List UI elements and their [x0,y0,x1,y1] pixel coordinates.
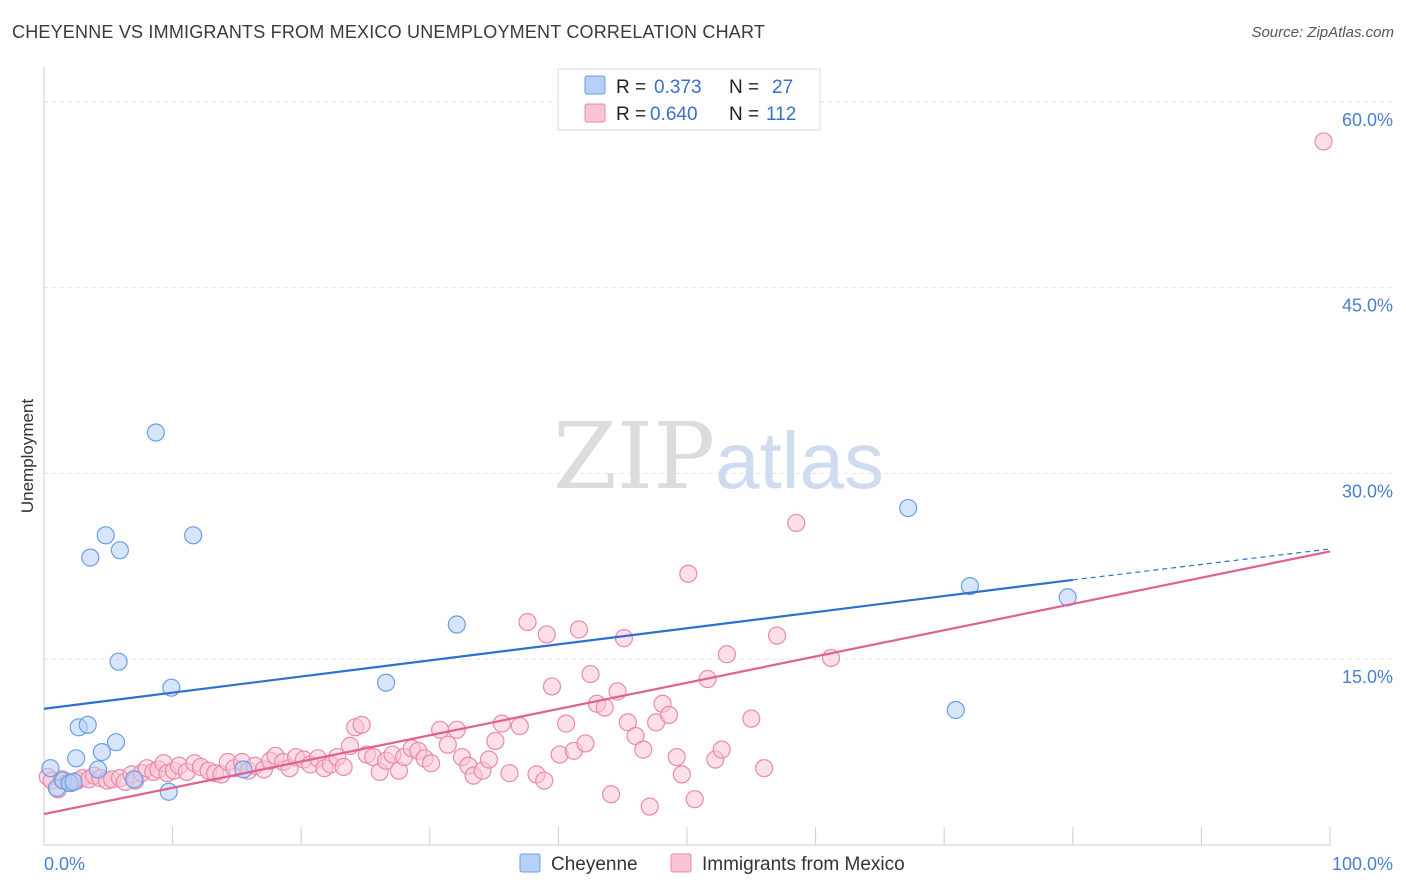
point-mexico [787,513,806,533]
x-tick-label: 100.0% [1332,854,1393,874]
point-mexico [537,625,556,644]
point-mexico [742,709,761,728]
bottom-legend-swatch-mexico [670,853,692,873]
legend-n-label: N = [729,77,759,98]
point-cheyenne [960,577,980,596]
axes [43,67,1331,846]
point-cheyenne [78,715,97,734]
point-mexico [679,564,698,583]
point-cheyenne [92,742,111,762]
trend-line-cheyenne [43,578,1073,710]
point-cheyenne [110,541,129,560]
point-cheyenne [88,760,108,779]
point-mexico [626,726,645,746]
point-cheyenne [96,526,115,545]
point-mexico [659,705,679,725]
chart-title: CHEYENNE VS IMMIGRANTS FROM MEXICO UNEMP… [12,22,766,42]
series-cheyenne [41,423,1077,801]
point-mexico [486,731,505,751]
point-mexico [518,612,537,632]
point-mexico [576,734,595,753]
point-cheyenne [447,615,466,634]
legend-swatch-mexico [584,103,606,123]
point-mexico [602,785,621,804]
trend-lines [43,548,1331,816]
point-mexico [421,754,441,773]
point-mexico [492,714,511,733]
point-mexico [438,735,457,754]
watermark-zip: ZIP [553,403,715,510]
y-tick-label: 45.0% [1342,296,1393,316]
trend-line-cheyenne-extension [1072,548,1331,581]
source-label: Source: ZipAtlas.com [1251,24,1394,41]
point-cheyenne [64,772,83,791]
legend-n-value-mexico: 112 [766,104,796,125]
point-mexico [634,740,653,759]
point-mexico [542,677,562,696]
point-mexico [640,797,659,816]
bottom-legend-label-mexico: Immigrants from Mexico [702,854,905,875]
point-mexico [557,714,576,733]
legend-n-label: N = [729,104,759,125]
point-mexico [479,750,499,769]
point-mexico [618,713,637,732]
point-mexico [1314,132,1333,151]
point-cheyenne [106,733,126,752]
point-mexico [685,790,704,809]
y-tick-label: 60.0% [1342,110,1393,130]
legend-r-value-cheyenne: 0.373 [654,77,702,98]
point-cheyenne [146,423,165,442]
point-cheyenne [109,652,128,671]
point-cheyenne [124,770,144,789]
legend-r-label: R = [616,77,646,98]
series-legend: Cheyenne Immigrants from Mexico [519,853,905,875]
point-mexico [510,716,529,736]
legend-r-label: R = [616,104,646,125]
bottom-legend-label-cheyenne: Cheyenne [551,854,638,875]
bottom-legend-swatch-cheyenne [519,853,541,873]
point-mexico [535,771,554,790]
y-axis-label: Unemployment [18,399,37,514]
point-mexico [767,626,787,645]
point-cheyenne [67,749,86,768]
point-mexico [672,765,691,784]
point-mexico [667,747,686,767]
trend-line-mexico [43,550,1331,816]
point-mexico [712,740,731,759]
legend-r-value-mexico: 0.640 [650,104,698,125]
grid-lines [44,101,1392,660]
point-cheyenne [81,548,100,567]
point-cheyenne [899,498,918,518]
point-mexico [755,759,774,778]
point-mexico [334,757,353,777]
tick-labels: 15.0% 30.0% 45.0% 60.0% 0.0% 100.0% [44,110,1393,874]
point-mexico [500,764,519,783]
point-cheyenne [946,700,965,720]
point-cheyenne [41,759,60,778]
point-mexico [569,620,589,639]
point-cheyenne [184,526,203,545]
point-mexico [352,715,371,734]
legend-swatch-cheyenne [584,75,606,95]
legend-n-value-cheyenne: 27 [772,77,793,98]
y-tick-label: 15.0% [1342,667,1393,687]
watermark: ZIP atlas [553,403,884,510]
watermark-atlas: atlas [715,416,884,505]
point-cheyenne [159,782,178,801]
point-mexico [717,645,736,664]
x-tick-label: 0.0% [44,854,85,874]
point-cheyenne [376,673,396,692]
point-mexico [581,664,600,684]
y-tick-label: 30.0% [1342,481,1393,501]
point-mexico [614,629,634,648]
correlation-legend: R = 0.373 N = 27 R = 0.640 N = 112 [557,68,821,131]
